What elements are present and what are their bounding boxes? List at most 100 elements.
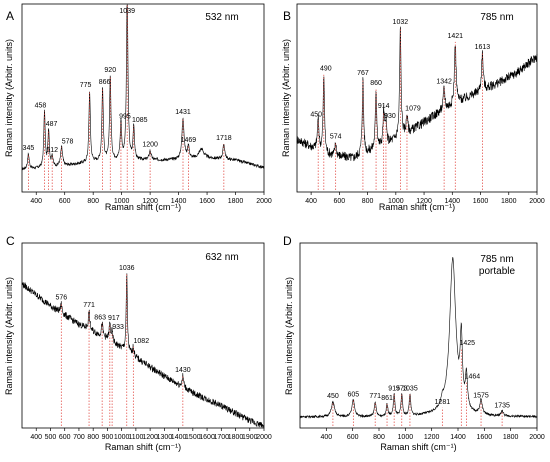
peak-label: 1200 <box>142 142 158 149</box>
x-tick-label: 1800 <box>501 198 517 205</box>
peak-label: 1431 <box>175 109 191 116</box>
x-tick-label: 700 <box>73 434 85 441</box>
x-tick-label: 1000 <box>398 434 414 441</box>
peak-label: 933 <box>112 324 124 331</box>
x-axis-title: Raman shift (cm⁻¹) <box>105 202 181 212</box>
panel-a: 345 458 487 512 578 775 866 920 995 1039 1085 1200 1… <box>4 3 272 212</box>
x-tick-label: 900 <box>102 434 114 441</box>
x-tick-label: 600 <box>347 434 359 441</box>
spectrum-line <box>299 257 538 419</box>
x-tick-label: 1400 <box>171 198 187 205</box>
x-tick-label: 2000 <box>529 198 545 205</box>
y-axis-title: Raman intensity (Arbitr. units) <box>4 39 14 157</box>
x-tick-label: 800 <box>87 434 99 441</box>
peak-label: 863 <box>94 315 106 322</box>
peak-label: 1613 <box>475 44 491 51</box>
x-tick-label: 1700 <box>214 434 230 441</box>
x-tick-label: 2000 <box>256 198 272 205</box>
x-tick-label: 1800 <box>228 198 244 205</box>
x-tick-label: 1200 <box>424 434 440 441</box>
wavelength-label: 785 nm <box>480 254 513 265</box>
peak-label: 605 <box>347 391 359 398</box>
x-tick-label: 2000 <box>529 434 545 441</box>
wavelength-label: 632 nm <box>205 252 238 263</box>
x-tick-label: 600 <box>334 198 346 205</box>
peak-label: 450 <box>327 393 339 400</box>
panel-c: 576 771 863 917 933 1036 1082 1430 400 500 600 700 8… <box>4 234 272 452</box>
peak-label: 490 <box>320 66 332 73</box>
peak-label: 914 <box>378 103 390 110</box>
x-tick-label: 400 <box>30 198 42 205</box>
peak-label: 450 <box>310 112 322 119</box>
peak-label: 1575 <box>473 393 489 400</box>
plot-frame <box>21 242 265 429</box>
x-tick-label: 800 <box>362 198 374 205</box>
x-tick-label: 500 <box>45 434 57 441</box>
x-tick-label: 800 <box>87 198 99 205</box>
plot-frame <box>21 3 265 193</box>
peak-label: 917 <box>108 315 120 322</box>
x-axis-title: Raman shift (cm⁻¹) <box>380 442 456 452</box>
peak-label: 995 <box>119 113 131 120</box>
x-tick-label: 1200 <box>416 198 432 205</box>
x-tick-label: 1800 <box>228 434 244 441</box>
plot-frame <box>299 242 538 429</box>
y-axis-title: Raman intensity (Arbitr. units) <box>284 277 294 395</box>
peak-label: 1464 <box>465 374 481 381</box>
x-tick-label: 800 <box>373 434 385 441</box>
panel-letter: B <box>283 9 291 23</box>
peak-label: 576 <box>55 295 67 302</box>
x-tick-label: 1600 <box>473 198 489 205</box>
peak-label: 1718 <box>216 135 232 142</box>
x-tick-label: 1000 <box>388 198 404 205</box>
peak-label: 930 <box>384 113 396 120</box>
peak-label: 1469 <box>181 137 197 144</box>
peak-label: 1036 <box>119 265 135 272</box>
peak-label: 578 <box>62 138 74 145</box>
x-tick-label: 1200 <box>142 434 158 441</box>
x-tick-label: 400 <box>320 434 332 441</box>
peak-label: 860 <box>370 80 382 87</box>
x-tick-label: 1000 <box>114 198 130 205</box>
peak-label: 345 <box>23 145 35 152</box>
peak-label: 771 <box>83 302 95 309</box>
x-tick-label: 400 <box>30 434 42 441</box>
peak-label: 512 <box>46 147 58 154</box>
peak-label: 487 <box>46 121 58 128</box>
peak-label: 1342 <box>436 78 452 85</box>
spectrum-line <box>21 273 264 429</box>
panel-letter: D <box>283 234 292 248</box>
x-axis-title: Raman shift (cm⁻¹) <box>105 442 181 452</box>
x-tick-label: 1900 <box>242 434 258 441</box>
peak-label: 1085 <box>132 117 148 124</box>
peak-label: 973 <box>396 386 408 393</box>
x-tick-label: 1600 <box>199 434 215 441</box>
x-tick-label: 1000 <box>114 434 130 441</box>
x-tick-label: 1800 <box>503 434 519 441</box>
x-tick-label: 1500 <box>185 434 201 441</box>
peak-label: 775 <box>80 82 92 89</box>
peak-label: 1735 <box>494 402 510 409</box>
wavelength-sublabel: portable <box>479 266 516 277</box>
peak-label: 1421 <box>447 33 463 40</box>
x-tick-label: 400 <box>305 198 317 205</box>
panel-letter: C <box>6 234 15 248</box>
x-tick-label: 1600 <box>477 434 493 441</box>
spectrum-line <box>296 26 538 162</box>
x-tick-label: 1200 <box>142 198 158 205</box>
peak-label: 866 <box>99 79 111 86</box>
y-axis-title: Raman intensity (Arbitr. units) <box>281 39 291 157</box>
peak-label: 767 <box>357 70 369 77</box>
peak-label: 861 <box>381 395 393 402</box>
peak-label: 458 <box>35 103 47 110</box>
peak-label: 1079 <box>405 106 421 113</box>
peak-label: 1082 <box>134 338 150 345</box>
x-tick-label: 600 <box>59 198 71 205</box>
peak-label: 1032 <box>393 19 409 26</box>
x-tick-label: 1300 <box>157 434 173 441</box>
x-axis-title: Raman shift (cm⁻¹) <box>379 202 455 212</box>
peak-label: 920 <box>104 67 116 74</box>
peak-label: 1425 <box>460 340 476 347</box>
